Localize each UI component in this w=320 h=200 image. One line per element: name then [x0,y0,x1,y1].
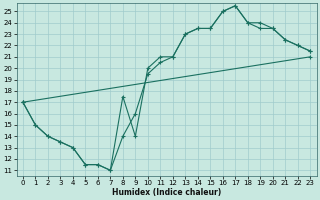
X-axis label: Humidex (Indice chaleur): Humidex (Indice chaleur) [112,188,221,197]
